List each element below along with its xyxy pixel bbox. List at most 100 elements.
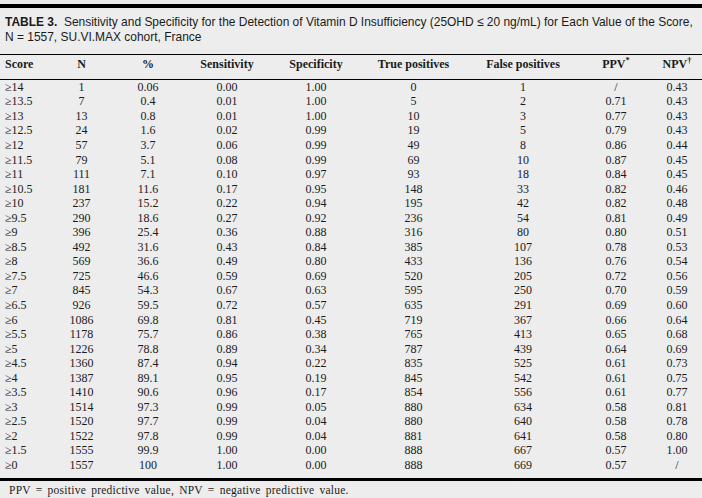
value-cell: 1557 [50,458,113,473]
value-cell: 0.56 [652,269,702,284]
value-cell: 97.7 [113,414,183,429]
table-row: ≥13.570.40.011.00520.710.43 [0,94,702,109]
table-row: ≥111117.10.100.9793180.840.45 [0,167,702,182]
value-cell: 250 [466,283,580,298]
value-cell: 0.64 [580,342,652,357]
value-cell: 0.00 [183,79,271,94]
caption-line-2: N = 1557, SU.VI.MAX cohort, France [5,29,693,45]
value-cell: 0.38 [271,327,361,342]
score-cell: ≥11 [0,167,50,182]
value-cell: 0.77 [580,109,652,124]
value-cell: 0.04 [271,429,361,444]
value-cell: 33 [466,182,580,197]
value-cell: 0.49 [652,211,702,226]
value-cell: 0.4 [113,94,183,109]
value-cell: 888 [361,443,466,458]
table-row: ≥9.529018.60.270.92236540.810.49 [0,211,702,226]
value-cell: 667 [466,443,580,458]
value-cell: 0.48 [652,196,702,211]
value-cell: 18 [466,167,580,182]
table-row: ≥7.572546.60.590.695202050.720.56 [0,269,702,284]
value-cell: 1.00 [183,458,271,473]
value-cell: 367 [466,313,580,328]
value-cell: 59.5 [113,298,183,313]
value-cell: 0.88 [271,225,361,240]
value-cell: 0.01 [183,94,271,109]
column-header-true-positives: True positives [361,55,466,80]
score-cell: ≥8 [0,254,50,269]
value-cell: 0.22 [183,196,271,211]
value-cell: 0.17 [183,182,271,197]
value-cell: 0.45 [652,153,702,168]
score-cell: ≥3 [0,400,50,415]
value-cell: 0.82 [580,182,652,197]
value-cell: 1.00 [271,79,361,94]
value-cell: 1.00 [183,443,271,458]
table-figure: TABLE 3. Sensitivity and Specificity for… [0,0,702,498]
value-cell: 0.99 [271,123,361,138]
value-cell: 0.06 [183,138,271,153]
score-cell: ≥13 [0,109,50,124]
value-cell: 0.84 [580,167,652,182]
value-cell: 641 [466,429,580,444]
score-cell: ≥10 [0,196,50,211]
value-cell: 1226 [50,342,113,357]
value-cell: 0.66 [580,313,652,328]
value-cell: 0.53 [652,240,702,255]
table-row: ≥13130.80.011.001030.770.43 [0,109,702,124]
value-cell: 54.3 [113,283,183,298]
value-cell: 0.86 [580,138,652,153]
table-row: ≥5122678.80.890.347874390.640.69 [0,342,702,357]
value-cell: 0.69 [580,298,652,313]
value-cell: 0.34 [271,342,361,357]
value-cell: 1 [50,79,113,94]
value-cell: 0.43 [652,79,702,94]
value-cell: 236 [361,211,466,226]
value-cell: 10 [361,109,466,124]
value-cell: 1.6 [113,123,183,138]
score-cell: ≥2 [0,429,50,444]
value-cell: 87.4 [113,356,183,371]
value-cell: 888 [361,458,466,473]
score-cell: ≥7.5 [0,269,50,284]
value-cell: 24 [50,123,113,138]
value-cell: 0.64 [652,313,702,328]
score-cell: ≥1.5 [0,443,50,458]
header-footnote-marker: * [626,55,630,65]
value-cell: 31.6 [113,240,183,255]
value-cell: 0.69 [271,269,361,284]
score-cell: ≥12 [0,138,50,153]
value-cell: 78.8 [113,342,183,357]
value-cell: 0.06 [113,79,183,94]
score-cell: ≥5 [0,342,50,357]
value-cell: 7.1 [113,167,183,182]
value-cell: 1514 [50,400,113,415]
value-cell: 669 [466,458,580,473]
table-row: ≥3.5141090.60.960.178545560.610.77 [0,385,702,400]
score-cell: ≥6 [0,313,50,328]
table-row: ≥12573.70.060.994980.860.44 [0,138,702,153]
table-row: ≥1410.060.001.0001/0.43 [0,79,702,94]
table-row: ≥10.518111.60.170.95148330.820.46 [0,182,702,197]
caption-title: Sensitivity and Specificity for the Dete… [64,14,693,29]
value-cell: 396 [50,225,113,240]
value-cell: 205 [466,269,580,284]
value-cell: 0.77 [652,385,702,400]
value-cell: 880 [361,400,466,415]
value-cell: 13 [50,109,113,124]
value-cell: 0.81 [183,313,271,328]
value-cell: 0.59 [652,283,702,298]
value-cell: 0.79 [580,123,652,138]
value-cell: 46.6 [113,269,183,284]
value-cell: 0.01 [183,109,271,124]
value-cell: 0.05 [271,400,361,415]
table-row: ≥12.5241.60.020.991950.790.43 [0,123,702,138]
value-cell: 0.72 [183,298,271,313]
value-cell: 0.54 [652,254,702,269]
table-label: TABLE 3. [5,14,57,29]
value-cell: 0.65 [580,327,652,342]
value-cell: 107 [466,240,580,255]
score-cell: ≥3.5 [0,385,50,400]
table-row: ≥784554.30.670.635952500.700.59 [0,283,702,298]
value-cell: 99.9 [113,443,183,458]
